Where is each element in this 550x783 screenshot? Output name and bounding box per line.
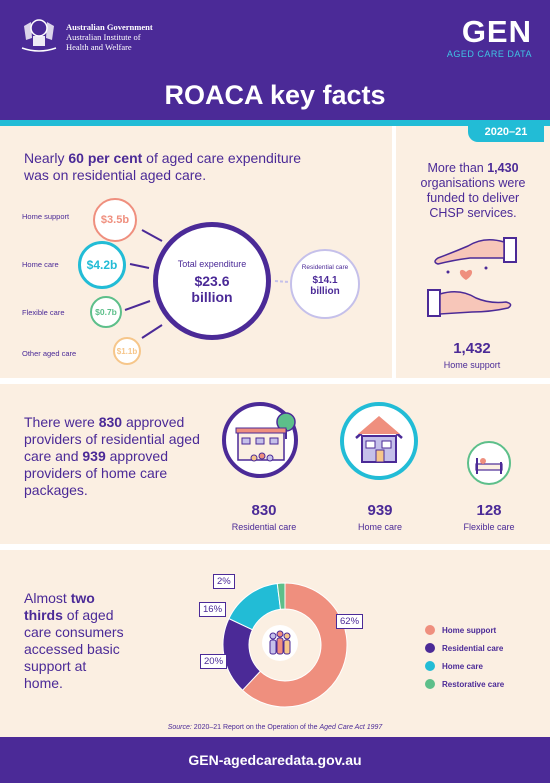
total-expenditure-circle: Total expenditure $23.6 billion	[153, 222, 271, 340]
source-note: Source: 2020–21 Report on the Operation …	[0, 724, 550, 731]
providers-text-mid: approved providers of residential aged c…	[24, 414, 200, 464]
pct-label-home-care: 16%	[199, 602, 227, 617]
flexible-care-bed-icon	[467, 441, 511, 485]
total-expenditure-value: $23.6	[194, 273, 230, 289]
providers-text: There were 830 approved providers of res…	[24, 414, 214, 499]
consumers-donut-chart	[222, 582, 348, 708]
providers-stat-homecare-label: Home care	[357, 522, 402, 532]
legend-dot-home-support	[425, 625, 435, 635]
people-group-icon	[262, 625, 298, 661]
chsp-text-bold: 1,430	[487, 161, 519, 175]
legend-label-residential-care: Residential care	[442, 643, 504, 653]
expenditure-intro-post: of aged care expenditure was on resident…	[24, 150, 302, 183]
legend-residential-care: Residential care	[425, 643, 503, 653]
source-italic: Aged Care Act 1997	[319, 724, 383, 731]
providers-text-bold2: 939	[82, 448, 106, 464]
legend-label-restorative-care: Restorative care	[442, 679, 505, 689]
residential-care-unit: billion	[310, 286, 340, 297]
providers-text-post: approved providers of home care packages…	[24, 448, 169, 498]
page-title: ROACA key facts	[164, 80, 386, 110]
legend-label-home-support: Home support	[442, 625, 497, 635]
bubble-home-support: $3.5b	[93, 198, 137, 242]
gen-logo-subtitle: AGED CARE DATA	[446, 49, 532, 59]
legend-home-support: Home support	[425, 625, 496, 635]
pct-label-restorative: 2%	[213, 574, 235, 589]
government-logo-text: Australian Government Australian Institu…	[66, 22, 153, 52]
providers-stat-homecare-value: 939	[367, 502, 393, 519]
gov-line-3: Health and Welfare	[66, 42, 132, 52]
providers-stat-flexible-label: Flexible care	[463, 522, 515, 532]
source-label: Source:	[167, 724, 192, 731]
bubble-other-aged-care: $1.1b	[113, 337, 141, 365]
source-text: 2020–21 Report on the Operation of the	[191, 724, 320, 731]
residential-care-label: Residential care	[301, 264, 349, 271]
providers-stat-flexible-value: 128	[476, 502, 502, 519]
year-badge: 2020–21	[468, 122, 544, 142]
expenditure-intro-pre: Nearly	[24, 150, 69, 166]
expenditure-intro: Nearly 60 per cent of aged care expendit…	[24, 150, 324, 184]
donut-slice-restorative-care	[276, 582, 286, 610]
label-home-support: Home support	[22, 212, 70, 221]
total-expenditure-label: Total expenditure	[177, 259, 247, 269]
legend-dot-home-care	[425, 661, 435, 671]
legend-label-home-care: Home care	[442, 661, 483, 671]
gen-logo: GEN AGED CARE DATA	[446, 14, 532, 60]
chsp-text-post: organisations were funded to deliver CHS…	[420, 176, 526, 220]
legend-dot-residential-care	[425, 643, 435, 653]
hands-heart-icon	[427, 237, 517, 317]
home-care-house-icon	[340, 402, 418, 480]
header: Australian Government Australian Institu…	[0, 0, 550, 120]
chsp-text-pre: More than	[427, 161, 488, 175]
providers-text-bold1: 830	[98, 414, 123, 430]
chsp-count: 1,432	[453, 340, 491, 357]
total-expenditure-unit: billion	[191, 289, 233, 305]
label-other-aged-care: Other aged care	[22, 349, 77, 358]
consumers-text-pre: Almost	[24, 590, 71, 606]
label-home-care: Home care	[22, 260, 59, 269]
gov-line-2: Australian Institute of	[66, 32, 141, 42]
teal-strip	[0, 120, 550, 126]
pct-label-residential: 20%	[200, 654, 228, 669]
gen-logo-text: GEN	[461, 14, 532, 49]
providers-stat-residential-label: Residential care	[231, 522, 297, 532]
bubble-home-care: $4.2b	[78, 241, 126, 289]
legend-restorative-care: Restorative care	[425, 679, 504, 689]
coat-of-arms-icon	[21, 19, 57, 52]
pct-label-home-support: 62%	[336, 614, 364, 629]
label-flexible-care: Flexible care	[22, 308, 65, 317]
expenditure-intro-bold: 60 per cent	[68, 150, 143, 166]
providers-text-pre: There were	[24, 414, 99, 430]
legend-dot-restorative-care	[425, 679, 435, 689]
consumers-text-bold: two thirds	[24, 590, 95, 623]
consumers-text-post: of aged care consumers accessed basic su…	[24, 607, 124, 691]
residential-building-icon	[222, 402, 298, 478]
chsp-count-label: Home support	[443, 360, 501, 370]
legend-home-care: Home care	[425, 661, 483, 671]
gov-line-1: Australian Government	[66, 22, 153, 32]
residential-care-value: $14.1	[312, 275, 338, 286]
bubble-flexible-care: $0.7b	[90, 296, 122, 328]
footer-url[interactable]: GEN-agedcaredata.gov.au	[0, 737, 550, 783]
providers-stat-residential-value: 830	[251, 502, 277, 519]
consumers-text: Almost two thirds of aged care consumers…	[24, 590, 124, 692]
divider-2	[0, 544, 550, 550]
chsp-text: More than 1,430 organisations were funde…	[408, 161, 538, 221]
residential-care-circle: Residential care $14.1 billion	[290, 249, 360, 319]
divider-vertical	[392, 126, 396, 378]
divider-1	[0, 378, 550, 384]
